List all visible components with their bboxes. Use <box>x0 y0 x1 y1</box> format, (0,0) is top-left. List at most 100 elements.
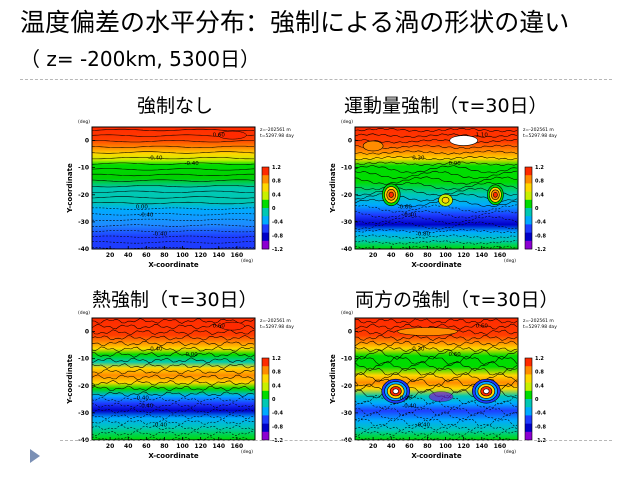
colorbar-swatch <box>525 167 532 176</box>
contour-value-label: -0.40 <box>135 395 150 401</box>
slide-bullet-arrow-icon <box>30 449 40 463</box>
colorbar-tick-label: 1.2 <box>535 356 544 362</box>
contour-line <box>355 198 518 208</box>
x-tick-label: 60 <box>405 252 413 259</box>
contour-value-label: -0.80 <box>416 231 431 237</box>
vortex-feature <box>441 196 450 204</box>
x-axis-title: X-coordinate <box>148 261 198 269</box>
y-tick-label: -10 <box>341 165 352 172</box>
contour-line <box>92 185 255 188</box>
contour-value-label: 0.60 <box>448 352 461 358</box>
contour-line <box>355 155 518 161</box>
contour-line <box>92 224 254 227</box>
panel-title-both-forcing: 両方の強制（τ=30日） <box>355 289 559 311</box>
x-tick-label: 80 <box>423 252 431 259</box>
colorbar-swatch <box>262 175 269 184</box>
contour-line <box>355 127 518 133</box>
contour-line <box>92 241 254 244</box>
x-tick-label: 20 <box>106 252 114 259</box>
contour-line <box>92 173 254 177</box>
slide-title: 温度偏差の水平分布：強制による渦の形状の違い <box>20 8 570 37</box>
temperature-field <box>92 127 255 249</box>
contour-layer <box>92 318 255 440</box>
contour-line <box>92 179 255 182</box>
x-tick-label: 40 <box>124 443 132 450</box>
colorbar-swatch <box>525 423 532 433</box>
contour-line <box>92 402 255 409</box>
warm-patch <box>220 321 245 331</box>
contour-value-label: -0.40 <box>148 347 163 353</box>
x-tick-label: 20 <box>106 443 114 450</box>
y-axis-unit: (deg) <box>341 310 353 316</box>
info-depth: z=-202561 m <box>523 127 554 133</box>
x-tick-label: 60 <box>405 443 413 450</box>
colorbar-swatch <box>262 358 269 367</box>
colorbar-swatch <box>525 240 532 250</box>
contour-value-label: -0.40 <box>153 422 168 428</box>
colorbar-swatch <box>262 374 269 383</box>
contour-line <box>355 221 518 230</box>
colorbar-swatch <box>262 208 269 217</box>
contour-value-label: 0.00 <box>136 204 149 210</box>
y-tick-label: -40 <box>78 246 89 253</box>
contour-line <box>92 145 255 148</box>
colorbar-swatch <box>262 382 269 392</box>
x-axis-title: X-coordinate <box>411 261 461 269</box>
contour-line <box>92 151 255 154</box>
contour-line <box>92 140 254 143</box>
contour-line <box>355 240 518 245</box>
colorbar-swatch <box>262 407 269 416</box>
colorbar-swatch <box>525 407 532 416</box>
contour-value-label: -0.40 <box>139 403 154 409</box>
contour-line <box>92 318 255 324</box>
x-tick-label: 80 <box>423 443 431 450</box>
x-axis-title: X-coordinate <box>148 452 198 460</box>
colorbar-swatch <box>262 224 269 233</box>
warm-patch <box>362 140 384 152</box>
colorbar-frame <box>261 166 270 250</box>
contour-line <box>355 435 518 440</box>
contour-line <box>355 340 518 347</box>
contour-line <box>92 391 255 397</box>
contour-value-label: -0.40 <box>184 161 199 167</box>
colorbar-tick-label: 0.4 <box>272 383 281 389</box>
vortex-feature <box>493 191 498 198</box>
info-depth: z=-202561 m <box>523 318 554 324</box>
colorbar-tick-label: -0.4 <box>535 220 546 226</box>
contour-line <box>92 357 255 364</box>
contour-line <box>92 363 255 369</box>
contour-value-label: -0.40 <box>416 422 431 428</box>
contour-line <box>355 367 518 376</box>
colorbar-tick-label: -0.4 <box>272 411 283 417</box>
vortex-feature <box>392 388 399 394</box>
info-time: t=5297.98 day <box>523 133 557 139</box>
contour-line <box>355 406 518 416</box>
y-tick-label: 0 <box>348 329 352 336</box>
contour-value-label: 0.60 <box>476 323 489 329</box>
colorbar-swatch <box>525 431 532 441</box>
x-tick-label: 80 <box>160 252 168 259</box>
colorbar-tick-label: 0.8 <box>272 370 281 376</box>
contour-line <box>92 379 255 386</box>
x-axis-unit: (deg) <box>504 258 516 264</box>
colorbar-tick-label: 0 <box>535 397 539 403</box>
contour-line <box>355 229 518 234</box>
x-tick-label: 120 <box>457 252 470 259</box>
footer-divider <box>60 440 612 441</box>
contour-line <box>92 196 255 199</box>
colorbar-tick-label: 0.4 <box>535 383 544 389</box>
y-tick-label: -30 <box>341 219 352 226</box>
contour-line <box>355 430 518 436</box>
info-time: t=5297.98 day <box>260 133 294 139</box>
contour-value-label: 0.00 <box>185 352 198 358</box>
colorbar-swatch <box>525 366 532 375</box>
contour-line <box>92 201 255 205</box>
contour-line <box>355 234 518 239</box>
y-axis-unit: (deg) <box>78 119 90 125</box>
colorbar-tick-label: 0.4 <box>535 192 544 198</box>
y-tick-label: -10 <box>341 356 352 363</box>
colorbar-tick-label: -1.2 <box>272 438 283 444</box>
warm-patch <box>449 135 478 146</box>
